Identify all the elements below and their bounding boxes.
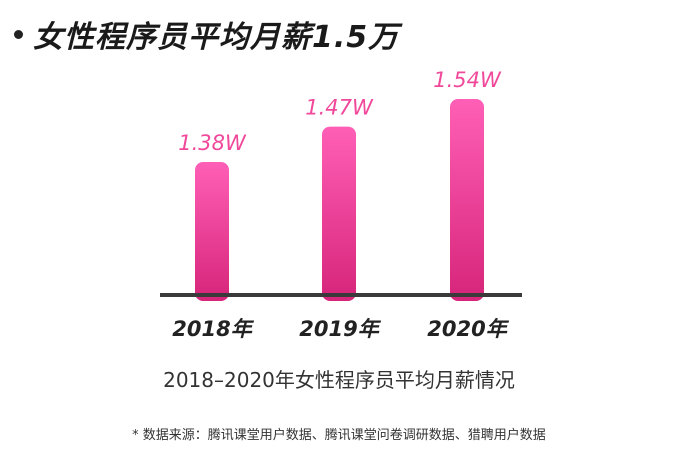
value-label: 1.47W <box>305 96 374 120</box>
chart-caption: 2018–2020年女性程序员平均月薪情况 <box>163 368 515 392</box>
chart-headline: 女性程序员平均月薪1.5万 <box>14 10 399 58</box>
bar-2019年 <box>322 126 356 301</box>
ticks-layer: 2018年 2019年 2020年 <box>172 317 509 341</box>
value-label: 1.54W <box>433 68 502 92</box>
x-tick-label: 2019年 <box>299 317 381 341</box>
data-source-note: * 数据来源：腾讯课堂用户数据、腾讯课堂问卷调研数据、猎聘用户数据 <box>132 428 546 443</box>
x-tick-label: 2020年 <box>427 317 509 341</box>
headline-text: 女性程序员平均月薪1.5万 <box>33 20 400 55</box>
bar-chart: 1.38W 1.47W 1.54W 2018年 2019年 2020年 <box>160 68 522 341</box>
bar-2018年 <box>195 162 229 301</box>
bar-2020年 <box>450 99 484 301</box>
value-label: 1.38W <box>178 131 247 155</box>
bars-layer <box>195 99 484 301</box>
bullet-icon <box>14 29 23 39</box>
x-tick-label: 2018年 <box>172 317 254 341</box>
labels-layer: 1.38W 1.47W 1.54W <box>178 68 502 155</box>
